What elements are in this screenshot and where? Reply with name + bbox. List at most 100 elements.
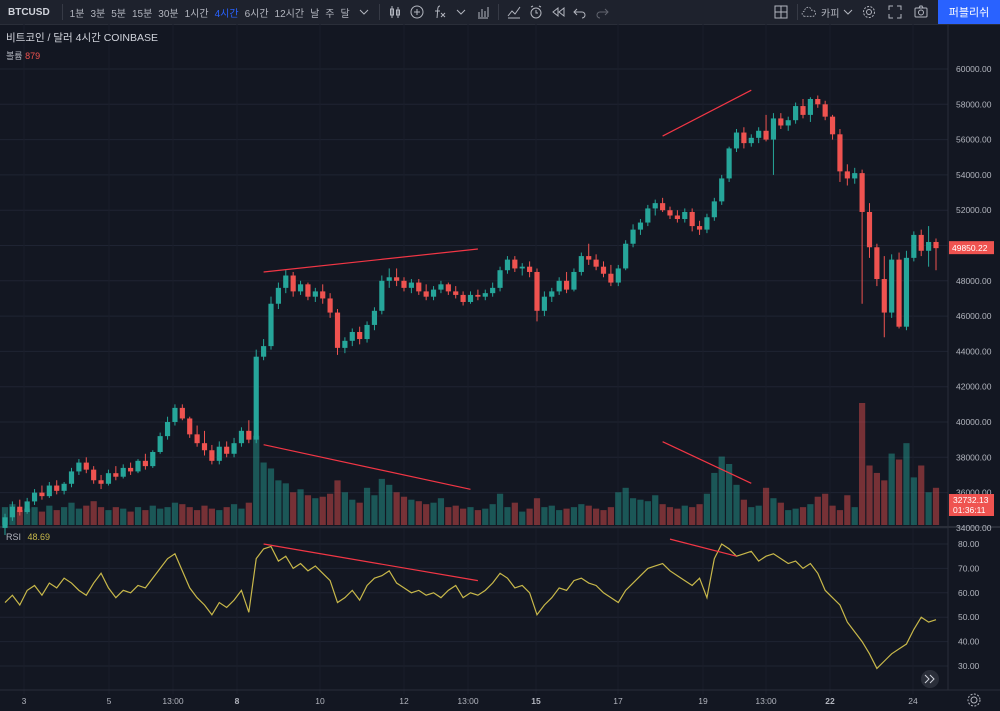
publish-button[interactable]: 퍼블리쉬 xyxy=(938,0,1000,24)
chevron-down-icon[interactable] xyxy=(450,1,472,23)
rsi-line xyxy=(4,543,937,670)
candle-body xyxy=(556,280,562,292)
candle-body xyxy=(874,247,880,280)
volume-bar xyxy=(674,508,681,525)
camera-icon[interactable] xyxy=(910,1,932,23)
volume-bar xyxy=(467,507,474,525)
candle-body xyxy=(623,243,629,269)
interval-8[interactable]: 12시간 xyxy=(274,8,305,20)
volume-bar xyxy=(607,507,614,525)
volume-bar xyxy=(120,508,127,525)
layout-grid-icon[interactable] xyxy=(770,1,792,23)
interval-2[interactable]: 5분 xyxy=(111,8,126,20)
trendline xyxy=(263,248,478,273)
symbol-search-button[interactable]: BTCUSD xyxy=(8,6,50,18)
volume-bar xyxy=(895,459,903,525)
time-tick-label: 13:00 xyxy=(457,696,479,706)
cloud-copy-button[interactable]: 카피 xyxy=(800,5,839,20)
candle-body xyxy=(674,215,680,220)
candle-body xyxy=(667,210,673,216)
toolbar-divider xyxy=(797,4,798,20)
volume-bar xyxy=(593,508,600,525)
interval-0[interactable]: 1분 xyxy=(69,8,85,20)
candle-body xyxy=(689,211,695,227)
volume-legend-value: 879 xyxy=(25,51,41,61)
volume-bar xyxy=(814,496,821,525)
interval-1[interactable]: 3분 xyxy=(90,8,106,20)
volume-bar xyxy=(230,504,238,525)
gear-icon[interactable] xyxy=(858,1,880,23)
volume-bar xyxy=(511,502,518,525)
chevron-down-icon[interactable] xyxy=(837,1,859,23)
fullscreen-icon[interactable] xyxy=(884,1,906,23)
volume-bar xyxy=(452,505,459,525)
interval-4[interactable]: 30분 xyxy=(158,8,179,20)
volume-bar xyxy=(629,498,637,525)
volume-bar xyxy=(792,508,799,525)
candle-body xyxy=(844,171,850,179)
candle-body xyxy=(719,178,725,202)
interval-3[interactable]: 15분 xyxy=(131,8,153,20)
candle-body xyxy=(150,452,156,467)
volume-bar xyxy=(97,507,105,525)
trendline xyxy=(263,444,471,490)
candle-body xyxy=(268,303,274,347)
candle-body xyxy=(179,407,185,419)
candle-body xyxy=(46,485,52,497)
candle-body xyxy=(297,284,304,292)
volume-bar xyxy=(637,499,644,525)
volume-bar xyxy=(541,507,548,525)
volume-bar xyxy=(142,510,149,525)
scroll-to-realtime-button[interactable] xyxy=(921,670,939,688)
volume-bar xyxy=(932,487,940,525)
candle-body xyxy=(2,517,8,528)
undo-icon[interactable] xyxy=(569,1,591,23)
financials-icon[interactable] xyxy=(472,1,494,23)
compare-add-icon[interactable] xyxy=(406,1,428,23)
candle-body xyxy=(17,506,23,513)
candle-body xyxy=(98,480,104,484)
interval-5[interactable]: 1시간 xyxy=(184,8,209,20)
volume-bar xyxy=(666,507,674,525)
axis-settings-button[interactable] xyxy=(967,693,981,707)
chevron-down-icon[interactable] xyxy=(353,1,375,23)
interval-10[interactable]: 주 xyxy=(325,8,335,20)
candle-body xyxy=(371,310,378,325)
candle-body xyxy=(637,222,644,230)
interval-11[interactable]: 달 xyxy=(340,8,350,20)
candle-body xyxy=(394,277,400,281)
toolbar-divider xyxy=(378,4,380,20)
volume-bar xyxy=(859,403,866,525)
volume-bar xyxy=(223,507,230,525)
volume-bar xyxy=(393,492,400,525)
interval-9[interactable]: 날 xyxy=(310,8,320,20)
volume-bar xyxy=(622,487,629,525)
candle-body xyxy=(645,208,651,223)
candle-body xyxy=(9,506,15,518)
chart-area[interactable]: 60000.00 58000.00 56000.00 54000.00 52000.00… xyxy=(0,24,1000,711)
volume-bar xyxy=(770,498,777,525)
replay-icon[interactable] xyxy=(547,1,569,23)
alert-clock-icon[interactable] xyxy=(525,1,547,23)
candle-body xyxy=(770,118,777,140)
candle-body xyxy=(91,469,97,481)
volume-bar xyxy=(445,507,452,525)
price-tick-label: 44000.00 xyxy=(956,346,992,356)
interval-6[interactable]: 4시간 xyxy=(214,8,239,20)
candle-body xyxy=(482,293,488,297)
volume-bar xyxy=(349,499,356,525)
candle-body xyxy=(128,467,134,472)
indicators-fx-icon[interactable] xyxy=(428,1,450,23)
candle-body xyxy=(342,340,348,348)
volume-bar xyxy=(519,511,526,525)
time-tick-label: 8 xyxy=(235,696,240,706)
volume-bar xyxy=(68,502,75,525)
candle-body xyxy=(512,259,518,269)
candle-body xyxy=(881,279,887,313)
volume-bar xyxy=(127,511,134,525)
candle-style-icon[interactable] xyxy=(384,1,406,23)
redo-icon[interactable] xyxy=(591,1,613,23)
templates-icon[interactable] xyxy=(503,1,525,23)
candle-body xyxy=(187,418,193,435)
interval-7[interactable]: 6시간 xyxy=(244,8,269,20)
